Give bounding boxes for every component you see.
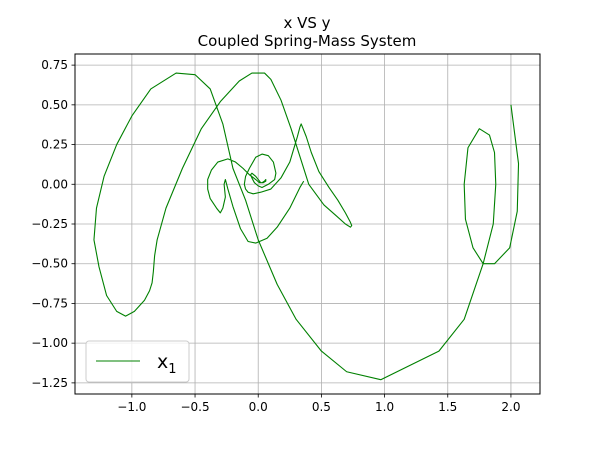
x-tick-label: 1.0	[375, 400, 394, 414]
x-tick-label: −0.5	[180, 400, 209, 414]
x-tick-label: 2.0	[501, 400, 520, 414]
legend-label-subscript: 1	[168, 362, 176, 377]
grid	[75, 54, 540, 394]
y-tick-label: 0.00	[41, 177, 68, 191]
y-tick-label: 0.75	[41, 58, 68, 72]
x-tick-label: 0.5	[312, 400, 331, 414]
series-layer	[93, 72, 520, 381]
y-tick-label: 0.50	[41, 98, 68, 112]
y-tick-label: −0.75	[31, 296, 68, 310]
y-tick-label: −1.25	[31, 376, 68, 390]
legend: x1	[85, 340, 190, 383]
x-tick-label: −1.0	[117, 400, 146, 414]
series-line-x1	[93, 72, 520, 381]
legend-label-base: x	[157, 351, 168, 373]
legend-label: x1	[157, 351, 177, 377]
chart-subtitle: Coupled Spring-Mass System	[198, 32, 417, 50]
y-tick-label: −0.25	[31, 217, 68, 231]
y-tick-label: −1.00	[31, 336, 68, 350]
x-tick-label: 0.0	[249, 400, 268, 414]
chart-title: x VS y	[283, 14, 330, 32]
y-tick-label: 0.25	[41, 138, 68, 152]
axis-ticks: −1.0 −0.5 0.0 0.5 1.0 1.5 2.0 0.75 0.50 0.25 0.00 −…	[31, 58, 520, 414]
y-tick-label: −0.50	[31, 257, 68, 271]
x-tick-label: 1.5	[438, 400, 457, 414]
